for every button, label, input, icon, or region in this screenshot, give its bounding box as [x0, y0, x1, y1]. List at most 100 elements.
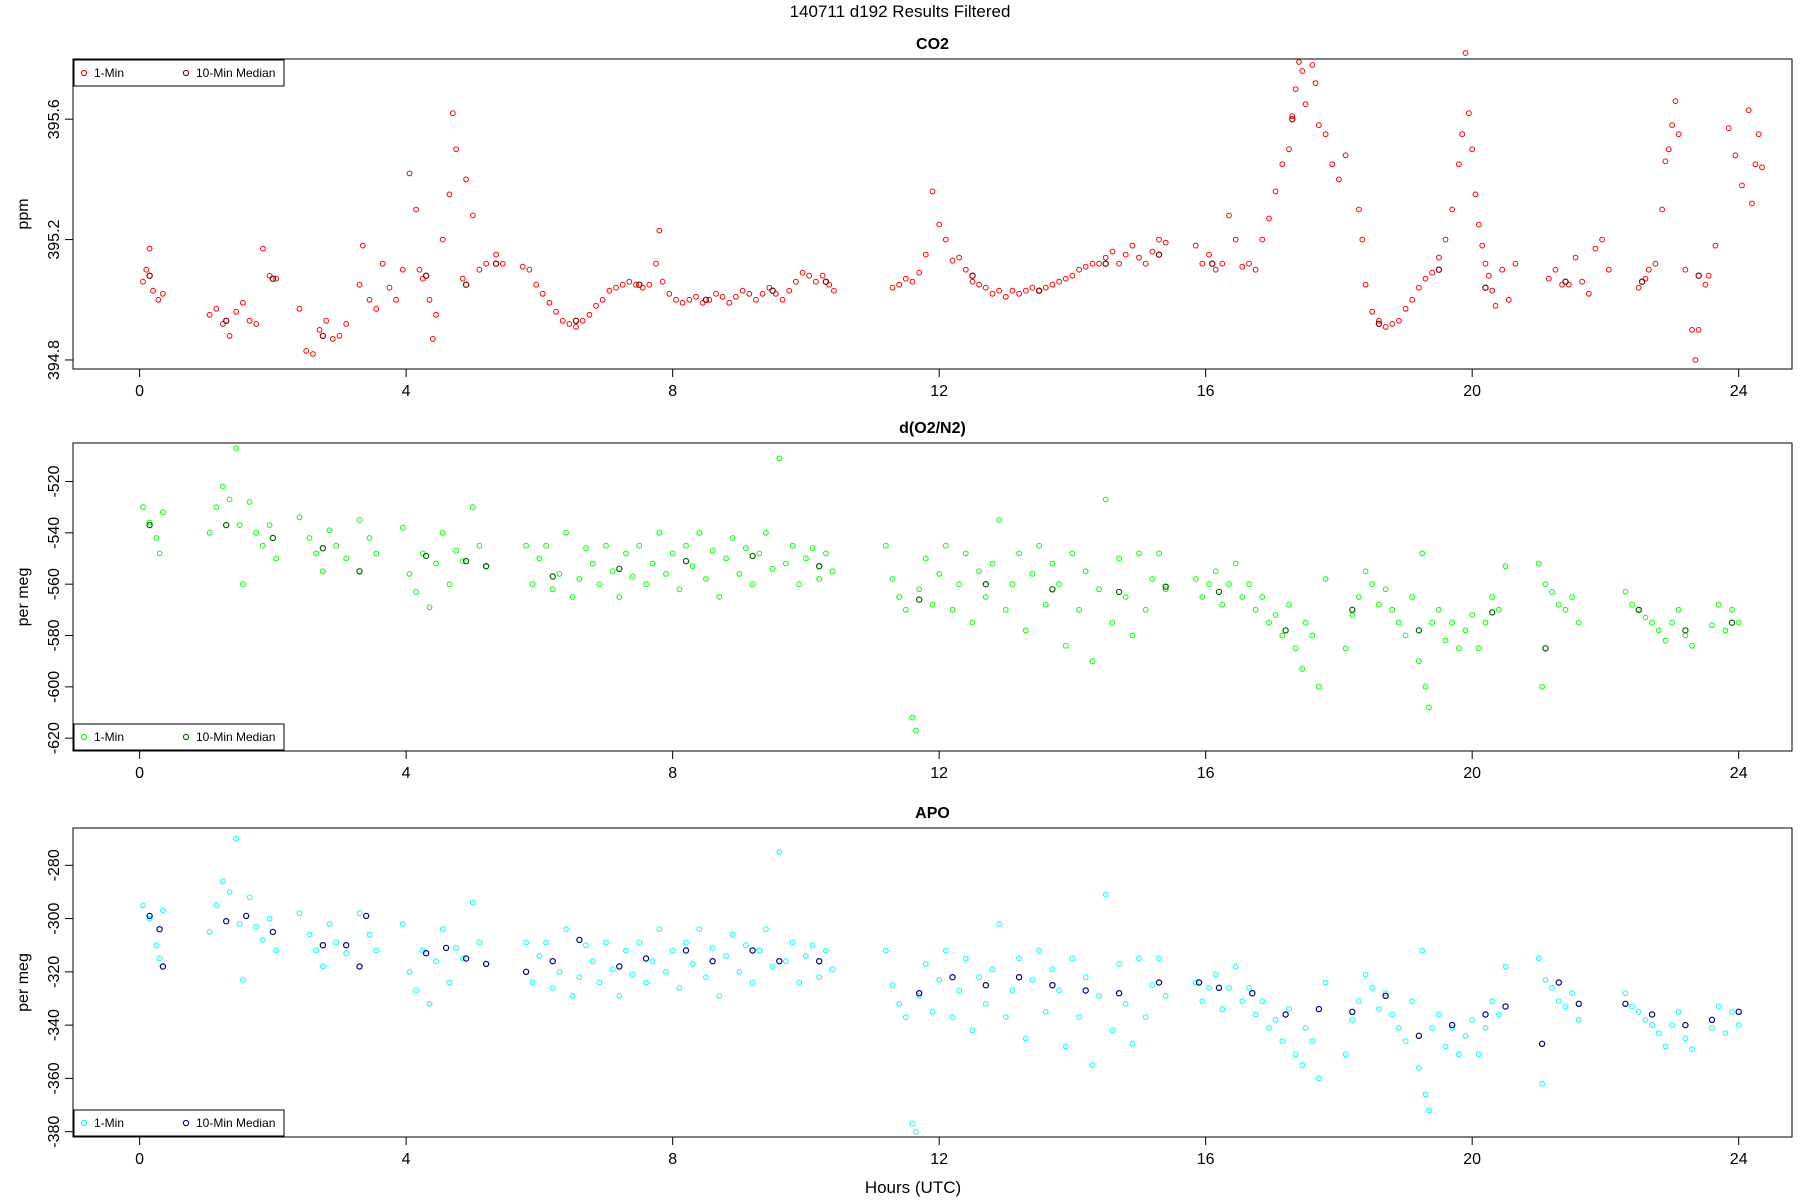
- data-point-1min-co2: [819, 272, 826, 279]
- data-point-1min-o2n2: [1056, 581, 1062, 588]
- data-point-1min-co2: [433, 311, 440, 318]
- data-point-1min-o2n2: [883, 542, 889, 549]
- data-point-median-co2: [422, 272, 430, 279]
- data-point-1min-apo: [1729, 1008, 1735, 1015]
- data-point-median-apo: [269, 928, 277, 936]
- data-point-1min-co2: [902, 275, 909, 282]
- data-point-1min-apo: [716, 992, 723, 999]
- data-point-1min-co2: [1692, 357, 1699, 363]
- data-point-1min-o2n2: [253, 529, 260, 536]
- data-point-1min-co2: [1102, 254, 1109, 261]
- data-point-1min-apo: [1122, 1000, 1129, 1007]
- data-point-1min-apo: [1142, 1014, 1149, 1020]
- data-point-1min-apo: [1292, 1051, 1299, 1058]
- data-point-1min-apo: [1349, 1016, 1356, 1023]
- data-point-1min-o2n2: [1322, 576, 1329, 582]
- ylabel-apo: per meg: [15, 953, 32, 1012]
- data-point-1min-o2n2: [1042, 601, 1049, 608]
- data-point-1min-apo: [253, 923, 260, 930]
- data-point-median-apo: [776, 958, 783, 965]
- data-point-1min-co2: [1469, 146, 1476, 153]
- data-point-1min-co2: [316, 327, 323, 333]
- data-point-1min-o2n2: [749, 581, 756, 588]
- data-point-median-o2n2: [1282, 627, 1289, 634]
- data-point-1min-co2: [686, 296, 693, 303]
- data-point-1min-apo: [523, 939, 529, 946]
- x-tick-label-apo: 24: [1730, 1151, 1748, 1168]
- data-point-1min-o2n2: [1036, 542, 1042, 549]
- data-point-1min-co2: [673, 296, 679, 303]
- data-point-1min-co2: [1665, 146, 1672, 153]
- data-point-1min-o2n2: [326, 527, 333, 534]
- data-point-1min-o2n2: [1239, 594, 1246, 600]
- data-point-1min-apo: [1116, 961, 1122, 967]
- data-point-1min-co2: [1592, 245, 1599, 252]
- data-point-1min-co2: [1002, 293, 1009, 300]
- data-point-1min-o2n2: [576, 576, 583, 582]
- data-point-1min-apo: [1246, 984, 1252, 991]
- data-point-1min-o2n2: [1252, 606, 1259, 613]
- data-point-1min-o2n2: [1096, 586, 1102, 593]
- data-point-1min-o2n2: [1279, 632, 1286, 639]
- data-point-1min-o2n2: [1356, 594, 1362, 600]
- data-point-1min-co2: [296, 305, 303, 312]
- data-point-1min-apo: [696, 926, 703, 933]
- data-point-1min-apo: [1002, 1014, 1009, 1020]
- data-point-1min-apo: [1322, 979, 1329, 986]
- data-point-1min-co2: [1645, 266, 1652, 273]
- y-tick-label-co2: 394.8: [46, 340, 63, 380]
- data-point-1min-co2: [916, 269, 923, 276]
- data-point-1min-apo: [1475, 1051, 1482, 1058]
- data-point-1min-co2: [533, 281, 539, 288]
- data-point-1min-co2: [1689, 327, 1695, 333]
- data-point-1min-co2: [733, 293, 739, 300]
- data-point-1min-apo: [1212, 971, 1219, 978]
- data-point-1min-co2: [1459, 131, 1466, 138]
- data-point-median-co2: [1155, 251, 1163, 258]
- data-point-1min-o2n2: [453, 547, 460, 554]
- data-point-1min-apo: [1266, 1024, 1272, 1031]
- data-point-1min-co2: [626, 278, 633, 285]
- data-point-1min-apo: [982, 1000, 989, 1007]
- data-point-1min-apo: [789, 939, 796, 946]
- x-tick-label-o2n2: 8: [668, 765, 677, 782]
- x-tick-label-co2: 4: [402, 383, 411, 400]
- data-point-1min-o2n2: [1722, 627, 1729, 634]
- panel-title-o2n2: d(O2/N2): [899, 420, 966, 437]
- data-point-median-o2n2: [1542, 645, 1549, 652]
- data-point-1min-co2: [1429, 269, 1436, 276]
- data-point-1min-o2n2: [696, 529, 703, 536]
- data-point-1min-o2n2: [796, 581, 803, 588]
- data-point-1min-o2n2: [523, 542, 529, 549]
- data-point-1min-co2: [1662, 158, 1669, 165]
- panel-title-apo: APO: [915, 805, 950, 822]
- data-point-1min-apo: [1016, 955, 1022, 962]
- data-point-1min-co2: [1652, 260, 1659, 267]
- data-point-1min-apo: [1575, 1016, 1582, 1023]
- data-point-1min-apo: [576, 974, 583, 981]
- data-point-1min-co2: [1382, 324, 1389, 330]
- data-point-1min-apo: [629, 971, 636, 978]
- data-point-1min-o2n2: [1675, 606, 1682, 613]
- data-point-1min-apo: [1722, 1030, 1729, 1036]
- data-point-median-co2: [1435, 266, 1443, 273]
- data-points-co2: [140, 50, 1765, 363]
- data-point-1min-apo: [1029, 976, 1036, 983]
- data-point-1min-o2n2: [1709, 622, 1715, 629]
- data-point-1min-co2: [1436, 254, 1442, 261]
- data-point-1min-o2n2: [629, 573, 636, 580]
- data-point-1min-o2n2: [226, 496, 233, 503]
- data-point-1min-o2n2: [1482, 619, 1489, 626]
- data-point-1min-co2: [155, 296, 162, 303]
- data-point-1min-o2n2: [1409, 594, 1416, 600]
- panel-title-co2: CO2: [916, 36, 949, 53]
- data-point-1min-o2n2: [236, 522, 243, 528]
- data-point-1min-apo: [922, 961, 929, 967]
- data-point-1min-apo: [260, 937, 266, 943]
- data-point-1min-apo: [729, 931, 736, 938]
- data-point-median-apo: [1349, 1008, 1356, 1016]
- data-point-1min-co2: [160, 290, 166, 297]
- data-point-1min-co2: [206, 311, 213, 318]
- x-tick-label-apo: 4: [402, 1151, 411, 1168]
- data-point-median-co2: [636, 281, 643, 288]
